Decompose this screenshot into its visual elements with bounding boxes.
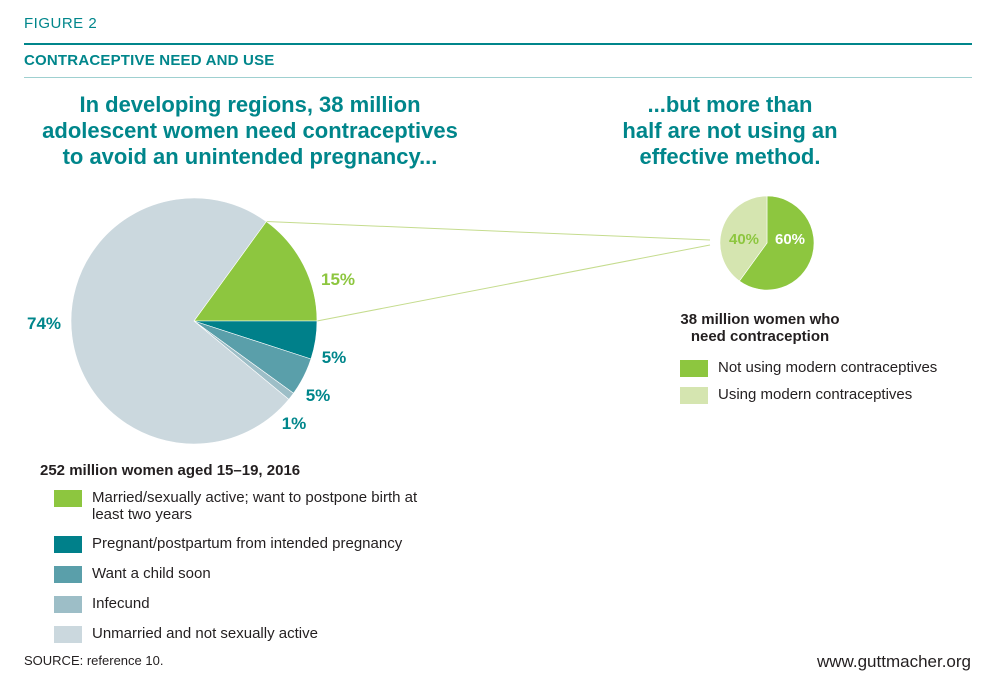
legend-item: Married/sexually active; want to postpon… <box>54 489 484 523</box>
headline-right: ...but more than half are not using an e… <box>590 92 870 170</box>
figure-title: CONTRACEPTIVE NEED AND USE <box>24 52 275 69</box>
legend-label: Unmarried and not sexually active <box>92 625 318 642</box>
title-rule <box>24 77 972 78</box>
legend-item: Infecund <box>54 595 484 613</box>
legend-swatch-infecund <box>54 596 82 613</box>
connector-line <box>266 220 711 241</box>
connector-line <box>316 244 711 322</box>
right-legend: Not using modern contraceptives Using mo… <box>680 359 980 413</box>
legend-item: Not using modern contraceptives <box>680 359 980 377</box>
top-rule <box>24 43 972 45</box>
pie-value-label: 5% <box>322 348 347 367</box>
headline-right-line: half are not using an <box>622 118 838 143</box>
pie-value-label: 5% <box>306 386 331 405</box>
left-legend-title: 252 million women aged 15–19, 2016 <box>40 462 301 479</box>
source-note: SOURCE: reference 10. <box>24 653 164 668</box>
left-legend: 252 million women aged 15–19, 2016 Marri… <box>24 462 484 655</box>
headline-left: In developing regions, 38 million adoles… <box>20 92 480 170</box>
pie-chart-contraception-need <box>719 195 815 291</box>
legend-swatch-married <box>54 490 82 507</box>
pie-right-value-labels: 60% 40% <box>729 231 805 248</box>
legend-label: Pregnant/postpartum from intended pregna… <box>92 535 403 552</box>
right-caption-line: 38 million women who <box>680 311 840 328</box>
legend-swatch-unmarried <box>54 626 82 643</box>
legend-swatch-pregnant <box>54 536 82 553</box>
legend-item: Want a child soon <box>54 565 484 583</box>
legend-label: Not using modern contraceptives <box>718 359 938 376</box>
legend-swatch-not-using <box>680 360 708 377</box>
legend-item: Unmarried and not sexually active <box>54 625 484 643</box>
legend-swatch-using <box>680 387 708 404</box>
headline-right-line: effective method. <box>639 144 821 169</box>
legend-label: Married/sexually active; want to postpon… <box>92 489 418 523</box>
pie-left-value-labels: 15% 5% 5% 1% 74% <box>27 270 355 433</box>
pie-slice-unmarried-and-not-sexually-active <box>70 197 290 445</box>
right-caption-line: need contraception <box>690 328 830 345</box>
pie-slice-using-modern-contraceptives <box>719 195 768 282</box>
pie-value-label: 40% <box>729 231 759 248</box>
headline-left-line: adolescent women need contraceptives <box>42 118 458 143</box>
connector-lines <box>266 220 711 322</box>
figure-label: FIGURE 2 <box>24 15 98 32</box>
pie-value-label: 1% <box>282 414 307 433</box>
headline-left-line: In developing regions, 38 million <box>79 92 421 117</box>
website-link[interactable]: www.guttmacher.org <box>816 652 971 671</box>
pie-slice-married-sexually-active-want-to-postpone <box>193 221 318 322</box>
pie-value-label: 60% <box>775 231 805 248</box>
legend-swatch-child-soon <box>54 566 82 583</box>
pie-slice-not-using-modern-contraceptives <box>738 195 815 291</box>
legend-label: Infecund <box>92 595 150 612</box>
legend-label: Using modern contraceptives <box>718 386 913 403</box>
legend-item: Using modern contraceptives <box>680 386 980 404</box>
headline-left-line: to avoid an unintended pregnancy... <box>62 144 438 169</box>
pie-value-label: 15% <box>321 270 355 289</box>
legend-label: Want a child soon <box>92 565 211 582</box>
right-pie-caption: 38 million women who need contraception <box>650 311 870 345</box>
legend-item: Pregnant/postpartum from intended pregna… <box>54 535 484 553</box>
pie-chart-adolescent-women <box>70 197 318 445</box>
headline-right-line: ...but more than <box>647 92 813 117</box>
pie-value-label: 74% <box>27 314 61 333</box>
